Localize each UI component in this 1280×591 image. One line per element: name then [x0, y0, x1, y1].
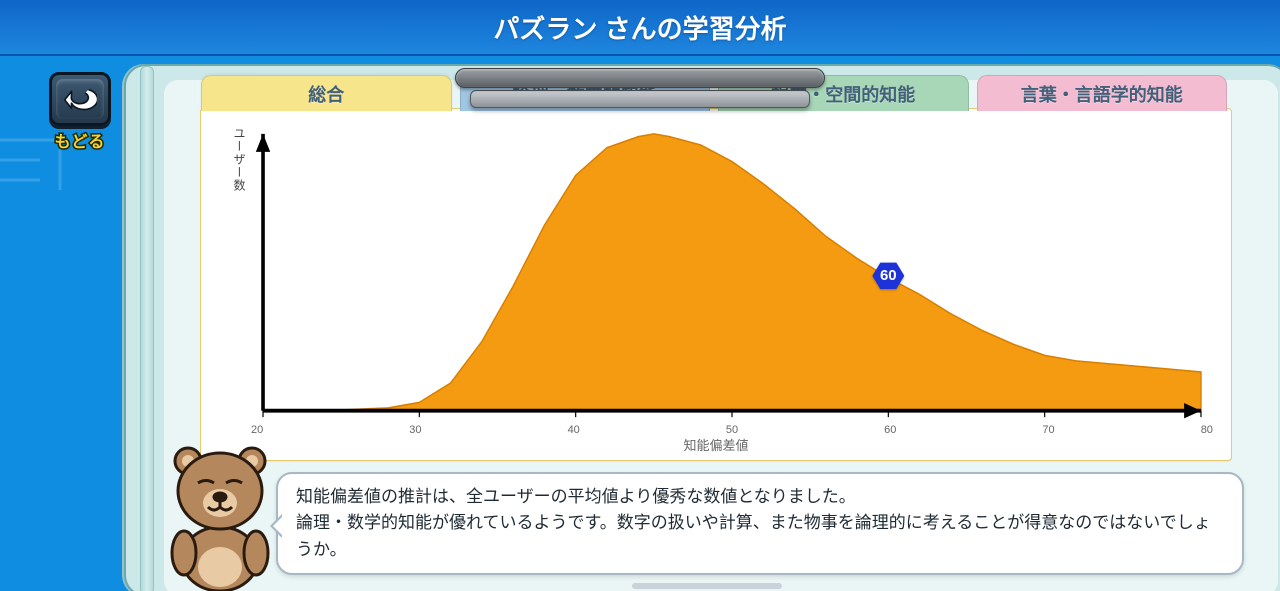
- page-title-bar: パズラン さんの学習分析: [0, 0, 1280, 56]
- bottom-handle: [632, 583, 782, 589]
- commentary-line-2: 論理・数学的知能が優れているようです。数字の扱いや計算、また物事を論理的に考える…: [296, 510, 1224, 563]
- back-icon: [49, 72, 111, 126]
- commentary-line-1: 知能偏差値の推計は、全ユーザーの平均値より優秀な数値となりました。: [296, 484, 1224, 510]
- chart-card: 総合 論理・数学的知能 視覚・空間的知能 言葉・言語学的知能 ユーザー数 60 …: [200, 108, 1232, 461]
- back-button[interactable]: もどる: [40, 72, 120, 150]
- tab-overall[interactable]: 総合: [201, 75, 452, 111]
- chart-x-axis-label: 知能偏差値: [201, 435, 1231, 454]
- distribution-chart: 60: [251, 121, 1213, 430]
- analysis-speech-bubble: 知能偏差値の推計は、全ユーザーの平均値より優秀な数値となりました。 論理・数学的…: [276, 472, 1244, 575]
- back-button-label: もどる: [40, 128, 120, 152]
- chart-y-axis-label: ユーザー数: [231, 127, 248, 192]
- tab-language[interactable]: 言葉・言語学的知能: [977, 75, 1228, 111]
- clipboard-clip: [455, 68, 825, 110]
- page-title: パズラン さんの学習分析: [493, 9, 786, 46]
- mascot-bear: [150, 441, 290, 591]
